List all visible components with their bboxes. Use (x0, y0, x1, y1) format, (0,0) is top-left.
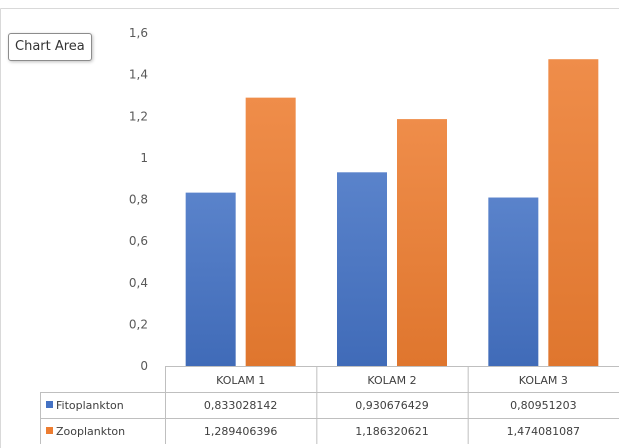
data-table-value: 0,930676429 (355, 399, 428, 412)
y-tick-label: 0 (140, 359, 148, 373)
y-tick-label: 0,2 (129, 317, 148, 331)
data-table-value: 1,186320621 (355, 425, 428, 438)
y-tick-label: 0,8 (129, 193, 148, 207)
y-tick-label: 1,2 (129, 109, 148, 123)
data-table-value: 1,289406396 (204, 425, 277, 438)
data-table-value: 0,833028142 (204, 399, 277, 412)
data-table-value: 0,80951203 (510, 399, 576, 412)
bar-zooplankton-kolam-2 (397, 119, 447, 367)
y-tick-label: 1,4 (129, 68, 148, 82)
legend-series-name: Fitoplankton (56, 399, 124, 412)
legend-key-zooplankton (46, 427, 53, 434)
legend-series-name: Zooplankton (56, 425, 125, 438)
y-tick-label: 1 (140, 151, 148, 165)
bar-zooplankton-kolam-1 (245, 97, 296, 366)
category-label: KOLAM 1 (216, 374, 265, 387)
bar-fitoplankton-kolam-2 (337, 172, 387, 366)
category-label: KOLAM 3 (519, 374, 568, 387)
y-tick-label: 0,6 (129, 234, 148, 248)
category-label: KOLAM 2 (367, 374, 416, 387)
bar-fitoplankton-kolam-3 (488, 197, 539, 366)
y-tick-label: 0,4 (129, 276, 148, 290)
y-tick-label: 1,6 (129, 26, 148, 40)
bar-zooplankton-kolam-3 (548, 59, 599, 366)
legend-key-fitoplankton (46, 401, 53, 408)
bar-fitoplankton-kolam-1 (185, 192, 236, 366)
data-table-value: 1,474081087 (507, 425, 580, 438)
chart-area-tooltip: Chart Area (8, 33, 92, 61)
